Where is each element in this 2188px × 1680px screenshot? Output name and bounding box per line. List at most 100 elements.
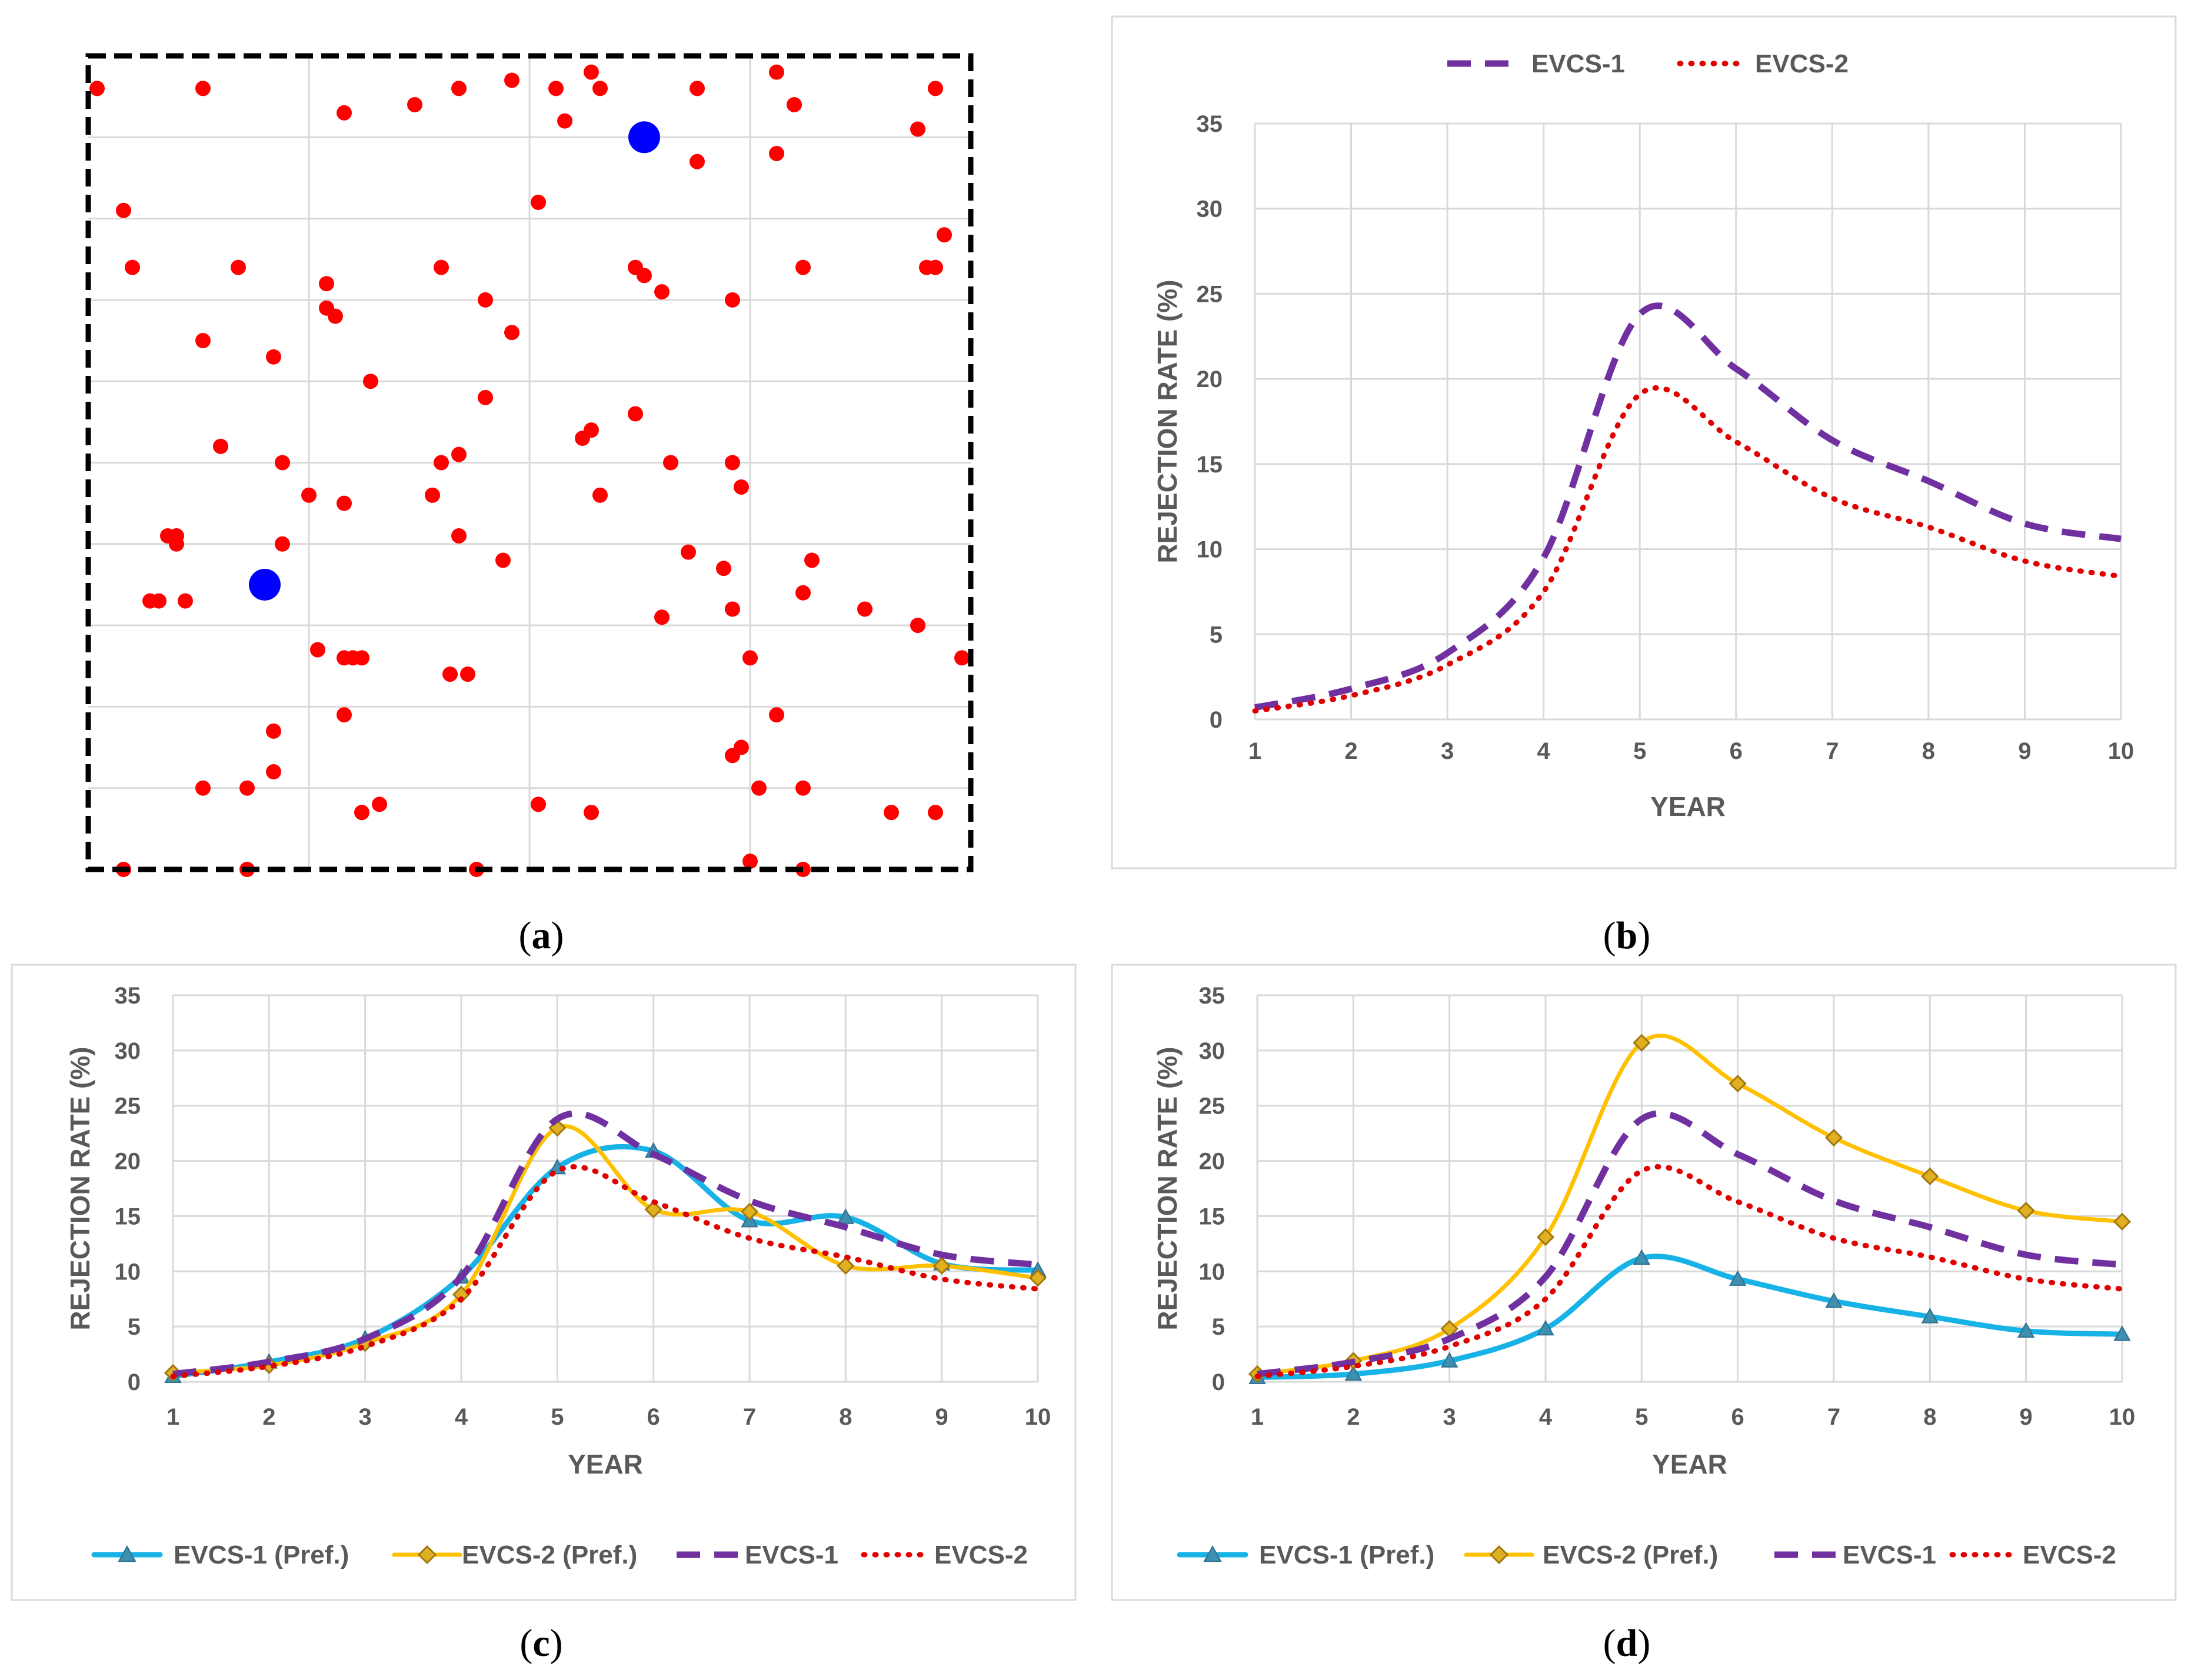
panel-d-xtick-label: 7 bbox=[1827, 1404, 1840, 1430]
panel-d-legend-evcs-2-pref-marker bbox=[1489, 1545, 1509, 1565]
panel-a-vehicle-dot-48 bbox=[575, 431, 590, 446]
panel-a-vehicle-dot-69 bbox=[910, 618, 925, 634]
panel-b-xtick-label: 1 bbox=[1248, 738, 1261, 764]
panel-c-legend-evcs-1-pref-marker bbox=[118, 1545, 136, 1562]
panel-a-vehicle-dot-76 bbox=[954, 650, 970, 666]
panel-c-xtick-label: 5 bbox=[551, 1404, 564, 1430]
panel-a-vehicle-dot-35 bbox=[363, 374, 378, 389]
panel-b-series-evcs-2 bbox=[1252, 385, 2124, 714]
panel-d-series-evcs-2-pref bbox=[1255, 1034, 2124, 1376]
panel-d-evcs-2-pref-point-4 bbox=[1536, 1228, 1555, 1246]
panel-b-ytick-label: 10 bbox=[1197, 537, 1223, 563]
panel-a-vehicle-dot-58 bbox=[592, 487, 608, 503]
panel-d-ytick-label: 20 bbox=[1199, 1149, 1225, 1175]
panel-a-vehicle-dot-66 bbox=[725, 601, 740, 617]
panel-a-vehicle-dot-79 bbox=[337, 707, 352, 723]
panel-a-vehicle-dot-10 bbox=[690, 81, 705, 96]
panel-a-vehicle-dot-2 bbox=[337, 105, 352, 121]
panel-d-legend-label-evcs-2-pref: EVCS-2 (Pref.) bbox=[1543, 1541, 1718, 1569]
panel-b-legend-label-evcs-2: EVCS-2 bbox=[1755, 49, 1849, 78]
panel-a-vehicle-dot-75 bbox=[460, 666, 475, 682]
panel-d-ytick-label: 10 bbox=[1199, 1259, 1225, 1285]
panel-d-evcs-2-pref-point-6 bbox=[1729, 1075, 1747, 1093]
panel-d-xtick-label: 3 bbox=[1443, 1404, 1456, 1430]
panel-c: 0 5 10 15 20 25 30 35 1 2 3 4 5 6 7 8 9 10 YEAR REJECTION R… bbox=[11, 964, 1077, 1601]
panel-a-vehicle-dot-40 bbox=[213, 438, 228, 454]
panel-b-ytick-label: 25 bbox=[1197, 281, 1223, 307]
panel-d-evcs-1-pref-point-5 bbox=[1633, 1249, 1651, 1265]
panel-c-evcs-2-pref-point-8 bbox=[837, 1256, 855, 1275]
panel-d-xtick-label: 6 bbox=[1731, 1404, 1744, 1430]
panel-b-ytick-label: 20 bbox=[1197, 366, 1223, 392]
panel-a-vehicle-dot-73 bbox=[337, 650, 352, 666]
panel-c-evcs-1-pref-point-8 bbox=[837, 1208, 855, 1224]
panel-b: 0 5 10 15 20 25 30 35 1 2 3 4 5 6 7 8 9 10 YEAR REJECTION R… bbox=[1111, 15, 2177, 869]
panel-a-vehicle-dot-55 bbox=[275, 536, 290, 552]
panel-d-ytick-label: 25 bbox=[1199, 1094, 1225, 1119]
panel-c-y-axis-title: REJECTION RATE (%) bbox=[65, 1046, 95, 1330]
panel-c-xtick-label: 2 bbox=[262, 1404, 275, 1430]
panel-c-ytick-label: 25 bbox=[115, 1094, 141, 1119]
panel-a-vehicle-dot-14 bbox=[116, 202, 131, 218]
panel-a-vehicle-dot-7 bbox=[557, 113, 572, 129]
panel-d-xtick-label: 8 bbox=[1923, 1404, 1936, 1430]
panel-d-evcs-1-pref-point-3 bbox=[1440, 1352, 1458, 1368]
panel-c-x-axis-title: YEAR bbox=[568, 1449, 643, 1479]
panel-a-vehicle-dot-41 bbox=[275, 455, 290, 471]
panel-c-xtick-label: 10 bbox=[1025, 1404, 1051, 1430]
panel-a-vehicle-dot-46 bbox=[451, 446, 467, 462]
panel-b-ytick-label: 5 bbox=[1210, 622, 1223, 648]
panel-d-evcs-2-pref-point-7 bbox=[1824, 1129, 1843, 1147]
panel-a-vehicle-dot-29 bbox=[928, 259, 943, 275]
panel-a-vehicle-dot-78 bbox=[266, 723, 281, 739]
panel-d-evcs-1-pref-point-8 bbox=[1921, 1308, 1939, 1324]
panel-d-legend-label-evcs-2: EVCS-2 bbox=[2023, 1541, 2116, 1569]
panel-d-y-axis-title: REJECTION RATE (%) bbox=[1152, 1046, 1183, 1330]
panel-d-ytick-label: 5 bbox=[1212, 1314, 1225, 1340]
panel-c-ytick-label: 5 bbox=[128, 1314, 141, 1340]
panel-a-vehicle-dot-23 bbox=[690, 154, 705, 169]
panel-d-xtick-label: 1 bbox=[1251, 1404, 1264, 1430]
panel-a-vehicle-dot-39 bbox=[628, 406, 643, 422]
panel-a-vehicle-dot-15 bbox=[125, 259, 140, 275]
panel-a-vehicle-dot-3 bbox=[407, 96, 422, 112]
panel-a-vehicle-dot-87 bbox=[372, 796, 387, 812]
panel-a-vehicle-dot-54 bbox=[169, 536, 184, 552]
panel-a-vehicle-dot-22 bbox=[654, 284, 670, 300]
panel-d-series-evcs-1 bbox=[1257, 1110, 2123, 1378]
panel-b-xtick-label: 6 bbox=[1730, 738, 1743, 764]
panel-c-xtick-label: 1 bbox=[166, 1404, 179, 1430]
panel-d-ytick-label: 30 bbox=[1199, 1038, 1225, 1064]
panel-a-vehicle-dot-36 bbox=[478, 292, 493, 308]
panel-c-xtick-label: 7 bbox=[743, 1404, 756, 1430]
panel-d: 0 5 10 15 20 25 30 35 1 2 3 4 5 6 7 8 9 10 YEAR REJECTION R… bbox=[1111, 964, 2177, 1601]
panel-b-series-evcs-1 bbox=[1254, 302, 2122, 711]
caption-a: (a) bbox=[519, 914, 564, 957]
panel-a-vehicle-dot-19 bbox=[531, 194, 546, 210]
panel-b-ytick-label: 0 bbox=[1210, 707, 1223, 733]
panel-a-evcs-dot-1 bbox=[249, 568, 281, 601]
panel-b-ytick-label: 15 bbox=[1197, 452, 1223, 478]
panel-a-vehicle-dot-65 bbox=[654, 609, 670, 625]
panel-a bbox=[85, 53, 974, 877]
panel-a-vehicle-dot-0 bbox=[89, 81, 105, 96]
panel-a-vehicle-dot-84 bbox=[239, 780, 255, 796]
panel-a-vehicle-dot-37 bbox=[504, 325, 519, 341]
panel-d-evcs-2-pref-point-9 bbox=[2017, 1201, 2035, 1220]
panel-a-vehicle-dot-93 bbox=[928, 805, 943, 821]
panel-d-evcs-2-pref-point-10 bbox=[2113, 1212, 2132, 1231]
panel-b-xtick-label: 10 bbox=[2108, 738, 2134, 764]
panel-a-vehicle-dot-89 bbox=[584, 805, 599, 821]
panel-a-vehicle-dot-21 bbox=[637, 268, 652, 284]
panel-d-evcs-1-pref-point-6 bbox=[1729, 1270, 1747, 1286]
panel-c-legend-label-evcs-1: EVCS-1 bbox=[745, 1541, 838, 1569]
panel-a-vehicle-dot-74 bbox=[442, 666, 458, 682]
panel-a-vehicle-dot-63 bbox=[178, 593, 193, 609]
panel-a-vehicle-dot-4 bbox=[451, 81, 467, 96]
panel-a-vehicle-dot-97 bbox=[742, 854, 758, 869]
panel-b-ytick-label: 30 bbox=[1197, 196, 1223, 222]
panel-a-vehicle-dot-32 bbox=[266, 349, 281, 365]
panel-a-vehicle-dot-9 bbox=[592, 81, 608, 96]
panel-b-y-axis-title: REJECTION RATE (%) bbox=[1152, 279, 1183, 563]
